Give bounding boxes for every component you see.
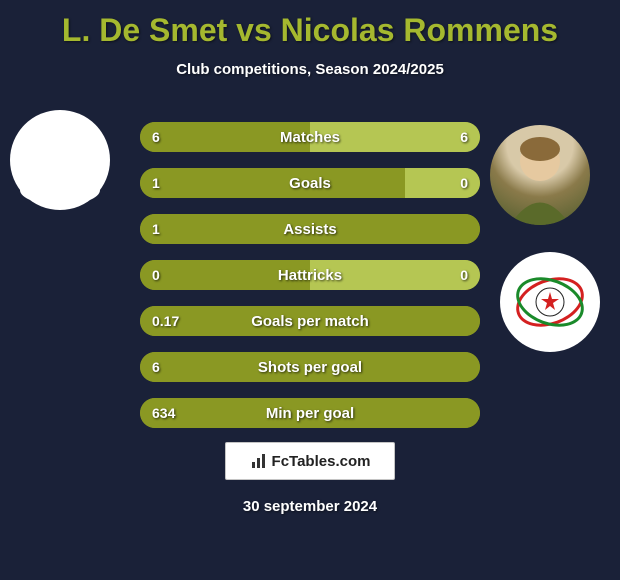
stat-row: Assists1	[140, 214, 480, 244]
stat-value-left: 6	[152, 352, 160, 382]
branding-logo[interactable]: FcTables.com	[225, 442, 395, 480]
stat-value-right: 6	[460, 122, 468, 152]
comparison-subtitle: Club competitions, Season 2024/2025	[0, 61, 620, 78]
stat-label: Matches	[140, 122, 480, 152]
footer-date: 30 september 2024	[0, 498, 620, 515]
stat-row: Hattricks0 0	[140, 260, 480, 290]
stat-label: Goals per match	[140, 306, 480, 336]
stat-label: Shots per goal	[140, 352, 480, 382]
stat-value-right: 0	[460, 260, 468, 290]
stat-row: Matches6 6	[140, 122, 480, 152]
stat-value-left: 6	[152, 122, 160, 152]
stat-row: Min per goal634	[140, 398, 480, 428]
stat-row: Goals1 0	[140, 168, 480, 198]
stat-value-left: 1	[152, 168, 160, 198]
comparison-title: L. De Smet vs Nicolas Rommens	[0, 0, 620, 49]
stat-value-left: 0	[152, 260, 160, 290]
stat-value-left: 634	[152, 398, 175, 428]
stat-row: Shots per goal6	[140, 352, 480, 382]
stat-row: Goals per match0.17	[140, 306, 480, 336]
player-right-avatar	[490, 125, 590, 225]
comparison-bars: Matches66Goals10Assists1Hattricks00Goals…	[140, 122, 480, 444]
player-right-club-badge	[500, 252, 600, 352]
stat-label: Hattricks	[140, 260, 480, 290]
stat-label: Assists	[140, 214, 480, 244]
chart-icon	[250, 452, 268, 470]
stat-value-left: 0.17	[152, 306, 179, 336]
player-left-club-badge	[20, 175, 100, 205]
stat-value-left: 1	[152, 214, 160, 244]
branding-text: FcTables.com	[272, 453, 371, 470]
stat-value-right: 0	[460, 168, 468, 198]
stat-label: Goals	[140, 168, 480, 198]
stat-label: Min per goal	[140, 398, 480, 428]
